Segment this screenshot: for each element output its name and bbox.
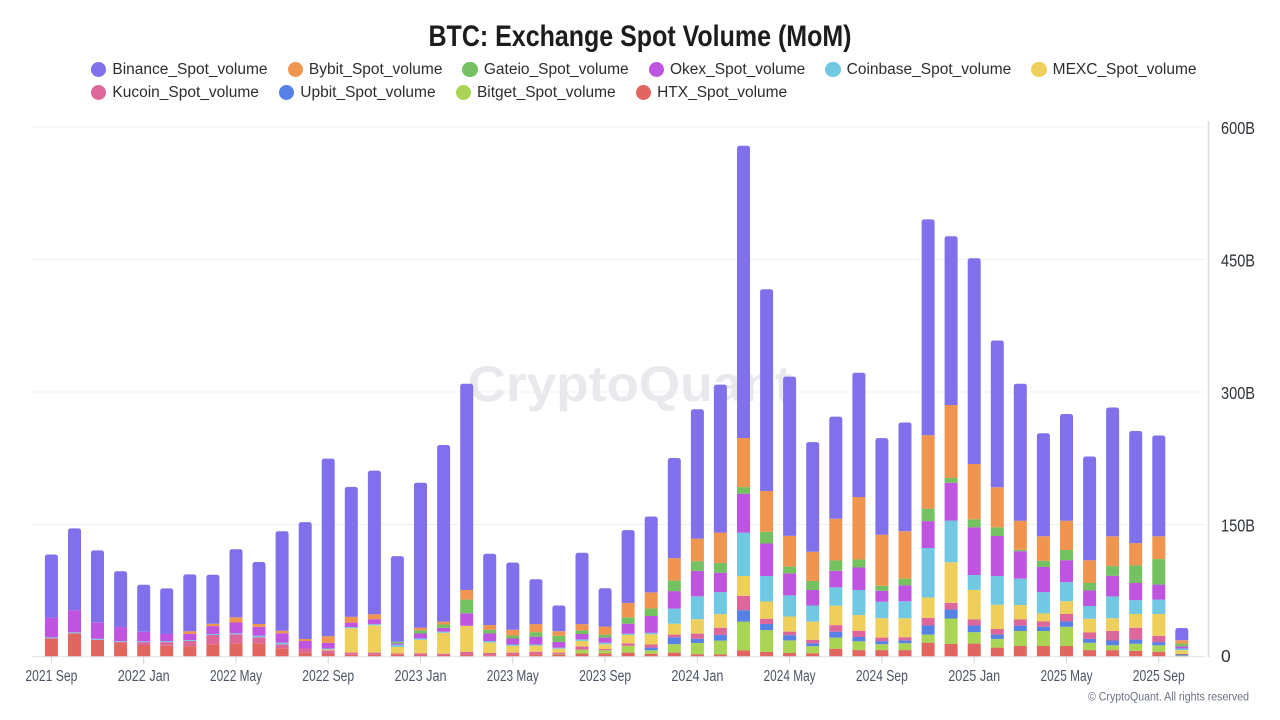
svg-text:2025 Jan: 2025 Jan [948, 668, 1000, 685]
svg-text:2025 Sep: 2025 Sep [1133, 668, 1185, 685]
svg-text:300B: 300B [1221, 383, 1255, 403]
svg-text:2022 Sep: 2022 Sep [302, 668, 354, 685]
svg-text:450B: 450B [1221, 251, 1255, 271]
svg-text:0: 0 [1221, 646, 1231, 666]
svg-text:2025 May: 2025 May [1041, 668, 1093, 685]
svg-text:2024 May: 2024 May [764, 668, 816, 685]
svg-text:150B: 150B [1221, 516, 1255, 536]
svg-text:2021 Sep: 2021 Sep [25, 668, 77, 685]
svg-text:BTC: Exchange Spot Volume (MoM: BTC: Exchange Spot Volume (MoM) [429, 20, 852, 53]
svg-text:2024 Jan: 2024 Jan [671, 668, 723, 685]
svg-text:2023 Jan: 2023 Jan [395, 668, 447, 685]
svg-text:2024 Sep: 2024 Sep [856, 668, 908, 685]
svg-text:2022 Jan: 2022 Jan [118, 668, 170, 685]
svg-text:2023 Sep: 2023 Sep [579, 668, 631, 685]
svg-text:2022 May: 2022 May [210, 668, 262, 685]
svg-text:2023 May: 2023 May [487, 668, 539, 685]
svg-text:© CryptoQuant. All rights rese: © CryptoQuant. All rights reserved [1088, 692, 1249, 704]
svg-text:600B: 600B [1221, 118, 1255, 138]
